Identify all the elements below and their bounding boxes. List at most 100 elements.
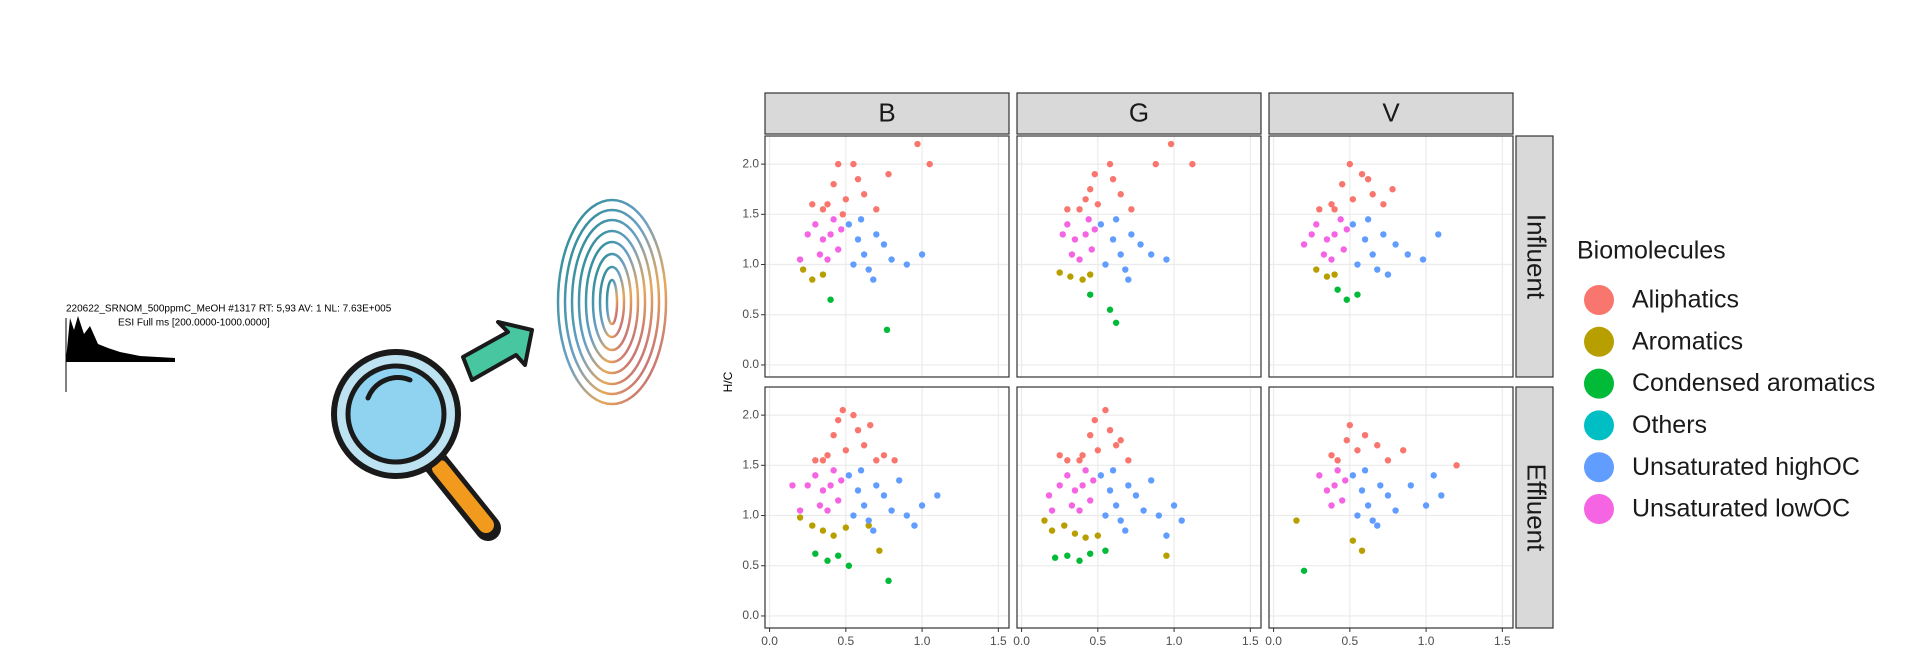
point [857, 216, 865, 223]
point [1094, 201, 1102, 208]
point [1090, 477, 1097, 484]
point [1148, 477, 1155, 484]
point [1112, 319, 1120, 326]
legend-label: Condensed aromatics [1632, 369, 1875, 397]
point [838, 477, 845, 484]
legend-title: Biomolecules [1577, 237, 1726, 265]
point [1079, 276, 1086, 283]
point [1328, 256, 1335, 263]
point [812, 550, 819, 557]
point [891, 457, 898, 464]
x-tick-label: 1.5 [990, 634, 1007, 648]
legend-marker [1584, 326, 1614, 357]
legend-label: Unsaturated highOC [1632, 453, 1860, 481]
point [842, 447, 850, 454]
point [1346, 160, 1354, 168]
point [1369, 517, 1376, 524]
point [865, 266, 872, 273]
point [1064, 552, 1071, 559]
point [860, 191, 868, 198]
point [914, 140, 921, 148]
point [1163, 552, 1170, 559]
point [854, 426, 862, 434]
point [1343, 226, 1350, 233]
point [1087, 432, 1094, 439]
point [1064, 221, 1071, 228]
point [835, 552, 842, 559]
point [824, 507, 831, 514]
magnifier-icon [331, 349, 501, 541]
point [911, 522, 918, 529]
point [1313, 221, 1320, 228]
point [1068, 502, 1076, 509]
point [1094, 447, 1102, 454]
point [1400, 447, 1407, 454]
facet-label: B [878, 97, 895, 127]
point [1067, 273, 1074, 280]
point [854, 487, 862, 494]
point [873, 231, 880, 238]
point [1316, 206, 1323, 213]
point [1323, 273, 1331, 280]
point [865, 517, 872, 524]
y-tick-label: 1.0 [742, 508, 759, 522]
point [1358, 547, 1366, 554]
point [830, 532, 837, 539]
point [1109, 175, 1117, 183]
point [1117, 251, 1124, 258]
panel-background [765, 387, 1009, 628]
point [1056, 482, 1063, 489]
point [1125, 276, 1132, 283]
point [1056, 269, 1063, 276]
spectrum-shape [66, 316, 175, 362]
point [835, 246, 842, 253]
y-tick-label: 1.5 [742, 206, 759, 220]
point [896, 477, 903, 484]
point [934, 492, 941, 499]
point [1334, 467, 1341, 474]
point [860, 442, 868, 449]
point [1349, 537, 1357, 544]
point [1167, 140, 1175, 148]
point [1404, 251, 1411, 258]
point [1128, 206, 1135, 213]
point [809, 201, 816, 208]
x-tick-label: 1.0 [1418, 634, 1435, 648]
facet-label: G [1129, 97, 1149, 127]
point [1374, 442, 1381, 449]
point [1384, 457, 1392, 464]
point [809, 522, 816, 529]
point [1087, 186, 1094, 193]
point [1354, 261, 1361, 268]
point [1109, 467, 1117, 474]
point [1346, 421, 1354, 429]
facet-strip [1515, 135, 1554, 378]
point [1328, 502, 1335, 509]
point [1337, 216, 1344, 223]
point [789, 482, 796, 489]
facet-strip [1515, 386, 1554, 629]
point [1048, 507, 1056, 514]
point [819, 206, 827, 213]
point [842, 524, 850, 531]
point [873, 482, 880, 489]
point [1331, 231, 1338, 238]
point [845, 472, 853, 479]
point [1313, 266, 1320, 273]
point [1422, 502, 1430, 509]
point [1137, 241, 1144, 248]
point [1071, 487, 1079, 494]
y-tick-label: 0.0 [742, 608, 759, 622]
point [1106, 426, 1114, 434]
point [1380, 231, 1387, 238]
point [1102, 406, 1109, 414]
point [796, 256, 804, 263]
point [830, 216, 837, 223]
point [1163, 532, 1170, 539]
point [1189, 160, 1196, 168]
point [1389, 186, 1396, 193]
x-tick-label: 1.5 [1242, 634, 1259, 648]
panel-background [1017, 387, 1261, 628]
x-tick-label: 0.5 [837, 634, 854, 648]
panel-border [764, 135, 1010, 378]
